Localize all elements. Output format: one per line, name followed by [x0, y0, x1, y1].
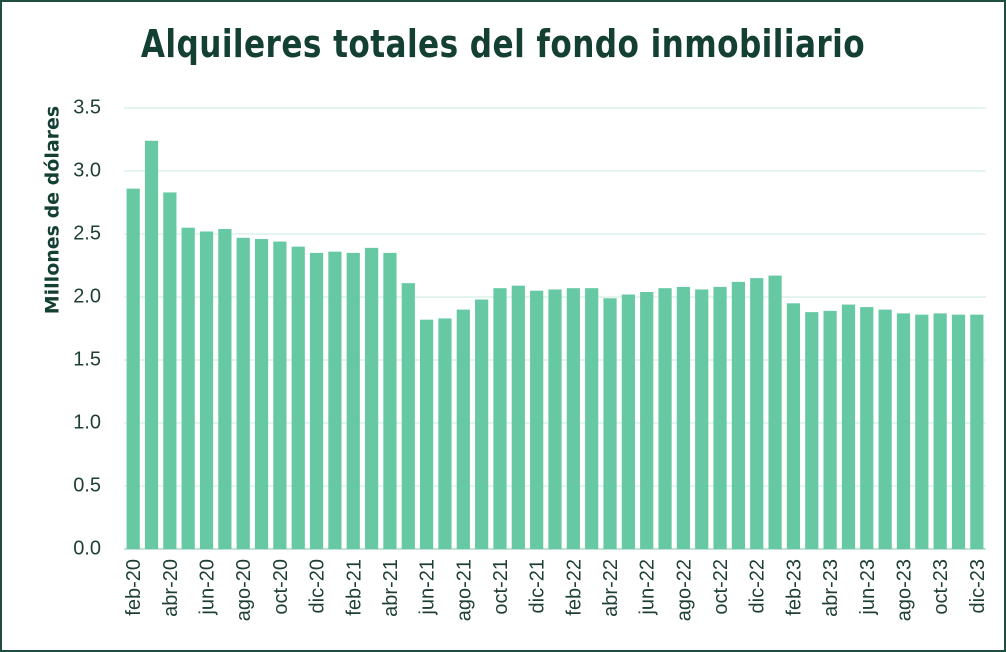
bar [933, 313, 947, 549]
x-tick-label: dic-23 [967, 559, 989, 613]
bar [475, 299, 489, 549]
bar [878, 309, 892, 549]
y-tick-label: 3.0 [73, 159, 101, 181]
y-tick-label: 2.5 [73, 222, 101, 244]
bar [401, 283, 415, 549]
x-tick-label: oct-23 [930, 559, 952, 615]
bar [181, 227, 195, 549]
x-tick-label: jun-23 [857, 559, 879, 616]
bar [786, 303, 801, 549]
bars [126, 140, 984, 550]
bar [640, 291, 654, 549]
x-tick-label: dic-20 [307, 559, 329, 613]
x-tick-label: ago-23 [893, 559, 915, 621]
x-tick-label: dic-22 [747, 559, 769, 613]
bar [896, 313, 911, 549]
bar [254, 239, 269, 550]
x-tick-label: oct-21 [490, 559, 512, 615]
x-tick-label: oct-20 [270, 559, 292, 615]
y-axis-ticks: 0.0 0.5 1.0 1.5 2.0 2.5 3.0 3.5 [73, 96, 101, 559]
x-tick-label: abr-21 [380, 559, 402, 617]
x-tick-label: jun-20 [197, 559, 219, 616]
bar [566, 288, 580, 549]
bar [603, 298, 617, 549]
y-tick-label: 1.0 [73, 411, 101, 433]
x-tick-label: feb-22 [563, 559, 585, 616]
bar [218, 228, 232, 549]
bar [585, 288, 599, 549]
bar [731, 281, 746, 549]
bar [163, 192, 177, 550]
bar [144, 140, 159, 549]
bar [841, 304, 856, 549]
x-tick-label: ago-21 [453, 559, 475, 621]
bar [456, 309, 470, 549]
x-tick-label: jun-22 [637, 559, 659, 616]
y-axis-label: Millones de dólares [42, 106, 64, 315]
bar [750, 278, 764, 549]
x-tick-label: ago-20 [233, 559, 255, 621]
x-tick-label: oct-22 [710, 559, 732, 615]
bar [951, 314, 966, 549]
x-tick-label: abr-22 [600, 559, 622, 617]
bar [695, 289, 709, 549]
bar [126, 188, 140, 549]
y-tick-label: 0.5 [73, 474, 101, 496]
bar [915, 314, 929, 549]
x-tick-label: abr-23 [820, 559, 842, 617]
x-tick-label: abr-20 [160, 559, 182, 617]
bar [805, 312, 819, 549]
bar [530, 290, 544, 549]
bar [364, 247, 379, 550]
bar [328, 251, 342, 549]
bar [823, 310, 837, 549]
bar [420, 319, 434, 549]
bar [621, 294, 635, 549]
bar [493, 288, 507, 549]
bar [236, 237, 250, 549]
x-tick-label: jun-21 [417, 559, 439, 616]
bar [438, 318, 452, 549]
bar [548, 289, 562, 549]
x-tick-label: dic-21 [527, 559, 549, 613]
y-tick-label: 0.0 [73, 537, 101, 559]
bar [768, 275, 782, 549]
x-tick-label: feb-23 [783, 559, 805, 616]
y-tick-label: 2.0 [73, 285, 101, 307]
bar [511, 285, 525, 549]
bar [291, 246, 305, 549]
bar [676, 286, 690, 549]
bar [199, 231, 214, 550]
bar [309, 252, 324, 549]
x-tick-label: feb-20 [123, 559, 145, 616]
chart-title: Alquileres totales del fondo inmobiliari… [140, 22, 866, 66]
y-tick-label: 3.5 [73, 96, 101, 118]
bar [970, 314, 984, 549]
x-tick-label: ago-22 [673, 559, 695, 621]
bar [713, 286, 727, 549]
bar [383, 252, 397, 549]
x-axis-ticks: feb-20 abr-20 jun-20 ago-20 oct-20 dic-20 feb-… [123, 559, 989, 621]
bar [273, 241, 287, 549]
bar [658, 288, 672, 549]
y-tick-label: 1.5 [73, 348, 101, 370]
bar [860, 307, 874, 549]
bar [346, 252, 360, 549]
x-tick-label: feb-21 [343, 559, 365, 616]
